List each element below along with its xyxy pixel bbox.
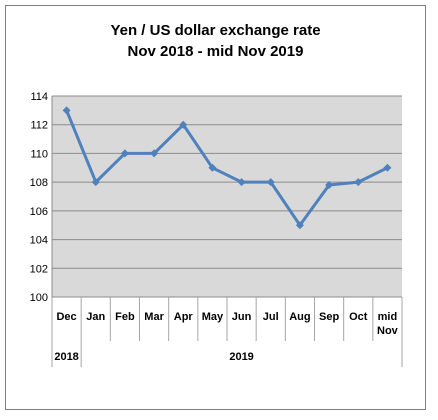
y-tick-label: 106 [30, 206, 48, 218]
data-point [354, 178, 363, 187]
chart-title: Yen / US dollar exchange rate [110, 22, 321, 39]
data-point [266, 178, 275, 187]
data-point [62, 106, 71, 115]
x-tick-label: Oct [349, 311, 368, 323]
series-line [65, 109, 389, 227]
x-tick-label: Jul [263, 311, 279, 323]
data-point [383, 163, 392, 172]
x-tick-label: Jun [232, 311, 252, 323]
data-point [325, 181, 334, 190]
y-tick-label: 108 [30, 177, 48, 189]
year-label: 2018 [54, 351, 78, 363]
chart-subtitle: Nov 2018 - mid Nov 2019 [127, 43, 304, 60]
x-tick-label: mid Nov [377, 311, 399, 337]
x-tick-label: Aug [289, 311, 310, 323]
year-label: 2019 [229, 351, 253, 363]
x-tick-label: Sep [319, 311, 339, 323]
data-point [120, 149, 129, 158]
x-tick-label: Apr [174, 311, 194, 323]
y-tick-label: 114 [30, 91, 48, 103]
y-tick-label: 102 [30, 263, 48, 275]
chart-title-block: Yen / US dollar exchange rate Nov 2018 -… [5, 20, 426, 62]
data-point [91, 178, 100, 187]
y-tick-label: 112 [30, 120, 48, 132]
data-point [179, 120, 188, 129]
x-tick-label: Feb [115, 311, 135, 323]
data-point [237, 178, 246, 187]
x-tick-label: Jan [86, 311, 105, 323]
y-tick-label: 100 [30, 292, 48, 304]
data-point [295, 221, 304, 230]
y-tick-label: 104 [30, 235, 48, 247]
x-tick-label: Dec [56, 311, 76, 323]
data-point [150, 149, 159, 158]
data-point [208, 163, 217, 172]
x-tick-label: May [202, 311, 224, 323]
plot-area [52, 96, 402, 297]
x-tick-label: Mar [144, 311, 164, 323]
y-tick-label: 110 [30, 148, 48, 160]
